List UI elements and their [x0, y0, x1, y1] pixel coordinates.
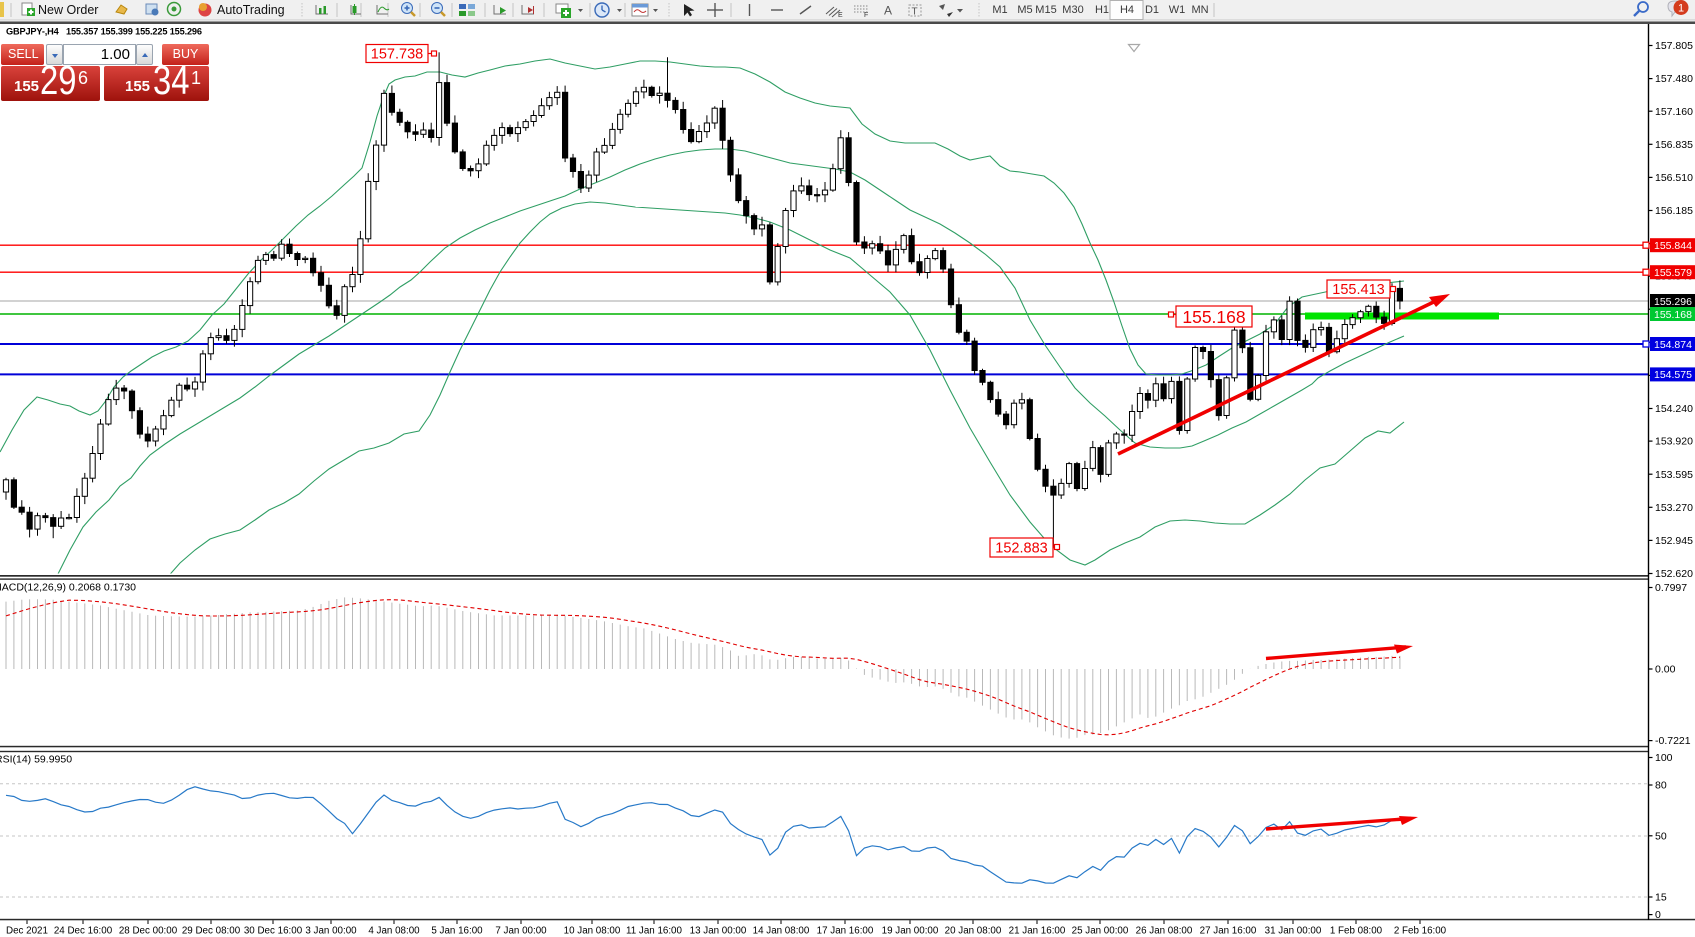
svg-text:152.620: 152.620 — [1655, 568, 1693, 580]
svg-text:19 Jan 00:00: 19 Jan 00:00 — [882, 926, 939, 937]
svg-text:155.357 155.399 155.225 155.29: 155.357 155.399 155.225 155.296 — [66, 27, 202, 37]
svg-text:155.168: 155.168 — [1654, 309, 1692, 321]
svg-text:152.945: 152.945 — [1655, 535, 1693, 547]
svg-text:154.575: 154.575 — [1654, 369, 1692, 381]
svg-text:155.844: 155.844 — [1654, 240, 1692, 252]
svg-text:1: 1 — [1678, 3, 1684, 15]
svg-text:11 Jan 16:00: 11 Jan 16:00 — [626, 926, 682, 937]
svg-text:1 Feb 08:00: 1 Feb 08:00 — [1330, 926, 1383, 937]
svg-text:F: F — [864, 12, 868, 19]
svg-text:26 Jan 08:00: 26 Jan 08:00 — [1136, 926, 1193, 937]
svg-text:27 Jan 16:00: 27 Jan 16:00 — [1200, 926, 1257, 937]
svg-text:15: 15 — [1655, 892, 1667, 904]
svg-text:156.835: 156.835 — [1655, 139, 1693, 151]
svg-text:154.240: 154.240 — [1655, 403, 1693, 415]
svg-text:155.413: 155.413 — [1332, 282, 1384, 298]
svg-text:30 Dec 16:00: 30 Dec 16:00 — [244, 926, 303, 937]
svg-text:157.738: 157.738 — [371, 47, 423, 63]
svg-text:80: 80 — [1655, 780, 1667, 792]
svg-text:28 Dec 00:00: 28 Dec 00:00 — [119, 926, 178, 937]
svg-text:5 Jan 16:00: 5 Jan 16:00 — [431, 926, 483, 937]
svg-text:4 Jan 08:00: 4 Jan 08:00 — [368, 926, 420, 937]
svg-text:50: 50 — [1655, 830, 1667, 842]
svg-text:153.270: 153.270 — [1655, 502, 1693, 514]
svg-text:T: T — [912, 7, 918, 18]
svg-text:156.510: 156.510 — [1655, 172, 1693, 184]
svg-text:A: A — [884, 4, 892, 18]
svg-text:25 Jan 00:00: 25 Jan 00:00 — [1072, 926, 1129, 937]
svg-text:17 Jan 16:00: 17 Jan 16:00 — [817, 926, 874, 937]
svg-text:157.160: 157.160 — [1655, 106, 1693, 118]
svg-text:3 Jan 00:00: 3 Jan 00:00 — [305, 926, 357, 937]
svg-text:7 Jan 00:00: 7 Jan 00:00 — [495, 926, 547, 937]
svg-text:156.185: 156.185 — [1655, 205, 1693, 217]
svg-text:157.480: 157.480 — [1655, 73, 1693, 85]
svg-text:153.595: 153.595 — [1655, 469, 1693, 481]
svg-text:14 Jan 08:00: 14 Jan 08:00 — [753, 926, 810, 937]
svg-text:157.805: 157.805 — [1655, 40, 1693, 52]
svg-text:GBPJPY-,H4: GBPJPY-,H4 — [6, 27, 60, 37]
svg-text:0.00: 0.00 — [1655, 664, 1676, 676]
svg-text:21 Jan 16:00: 21 Jan 16:00 — [1009, 926, 1066, 937]
svg-text:E: E — [838, 12, 843, 19]
svg-text:0: 0 — [1655, 909, 1661, 921]
svg-text:24 Dec 16:00: 24 Dec 16:00 — [54, 926, 113, 937]
svg-text:0.7997: 0.7997 — [1655, 582, 1687, 594]
svg-text:RSI(14) 59.9950: RSI(14) 59.9950 — [0, 754, 72, 766]
svg-text:20 Jan 08:00: 20 Jan 08:00 — [945, 926, 1002, 937]
svg-text:155.168: 155.168 — [1182, 307, 1245, 327]
svg-text:Dec 2021: Dec 2021 — [6, 926, 48, 937]
svg-text:153.920: 153.920 — [1655, 436, 1693, 448]
svg-text:152.883: 152.883 — [995, 541, 1047, 557]
svg-text:13 Jan 00:00: 13 Jan 00:00 — [690, 926, 747, 937]
svg-text:154.874: 154.874 — [1654, 339, 1692, 351]
svg-text:10 Jan 08:00: 10 Jan 08:00 — [564, 926, 621, 937]
svg-text:100: 100 — [1655, 752, 1673, 764]
svg-text:155.579: 155.579 — [1654, 267, 1692, 279]
svg-text:2 Feb 16:00: 2 Feb 16:00 — [1394, 926, 1447, 937]
svg-text:-0.7221: -0.7221 — [1655, 735, 1691, 747]
svg-text:31 Jan 00:00: 31 Jan 00:00 — [1265, 926, 1322, 937]
svg-text:MACD(12,26,9) 0.2068 0.1730: MACD(12,26,9) 0.2068 0.1730 — [0, 582, 136, 594]
svg-text:155.296: 155.296 — [1654, 296, 1692, 308]
svg-text:29 Dec 08:00: 29 Dec 08:00 — [182, 926, 241, 937]
